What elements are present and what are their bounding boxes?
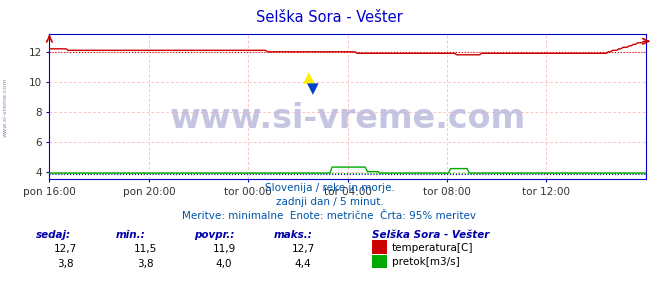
Text: pretok[m3/s]: pretok[m3/s] [392,257,460,267]
Text: Slovenija / reke in morje.: Slovenija / reke in morje. [264,183,395,193]
Text: Selška Sora - Vešter: Selška Sora - Vešter [372,230,490,240]
Text: 11,9: 11,9 [212,244,236,254]
Text: zadnji dan / 5 minut.: zadnji dan / 5 minut. [275,197,384,207]
Text: www.si-vreme.com: www.si-vreme.com [3,78,8,137]
Text: maks.:: maks.: [273,230,312,240]
Text: povpr.:: povpr.: [194,230,235,240]
Text: ▼: ▼ [307,81,319,96]
Text: 4,0: 4,0 [215,259,233,269]
Text: Selška Sora - Vešter: Selška Sora - Vešter [256,10,403,25]
Text: 12,7: 12,7 [291,244,315,254]
Text: Meritve: minimalne  Enote: metrične  Črta: 95% meritev: Meritve: minimalne Enote: metrične Črta:… [183,211,476,221]
Text: www.si-vreme.com: www.si-vreme.com [169,102,526,135]
Text: temperatura[C]: temperatura[C] [392,243,474,252]
Text: 3,8: 3,8 [136,259,154,269]
Text: min.:: min.: [115,230,145,240]
Text: 11,5: 11,5 [133,244,157,254]
Text: 4,4: 4,4 [295,259,312,269]
Text: sedaj:: sedaj: [36,230,71,240]
Text: 3,8: 3,8 [57,259,74,269]
Text: 12,7: 12,7 [54,244,78,254]
Text: ▲: ▲ [303,70,315,85]
